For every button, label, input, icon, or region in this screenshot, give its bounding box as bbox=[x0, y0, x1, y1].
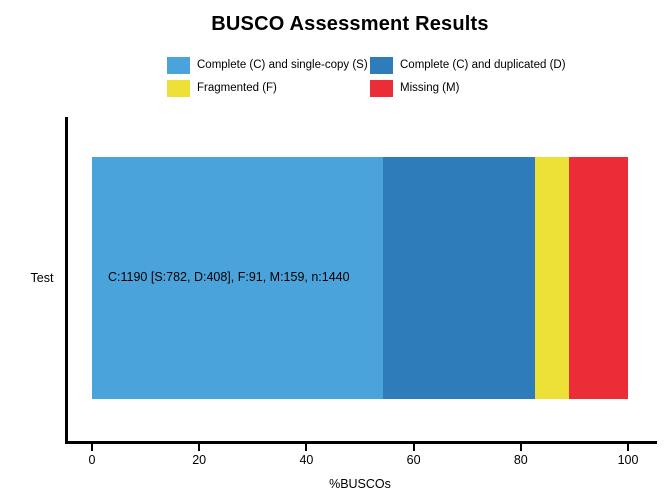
x-tick-mark-0 bbox=[91, 444, 93, 451]
legend-label: Fragmented (F) bbox=[197, 82, 277, 94]
x-tick-mark-60 bbox=[412, 444, 415, 451]
bar-segment-complete-c-and-duplicated-d bbox=[383, 157, 535, 399]
x-tick-label-60: 60 bbox=[406, 453, 421, 467]
chart-title: BUSCO Assessment Results bbox=[211, 13, 489, 35]
plot-axes-frame bbox=[65, 117, 657, 444]
x-axis-title: %BUSCOs bbox=[329, 477, 391, 491]
x-tick-mark-40 bbox=[305, 444, 308, 451]
legend-swatch-icon bbox=[370, 80, 393, 97]
legend-item-complete-c-and-duplicated-d: Complete (C) and duplicated (D) bbox=[370, 57, 566, 74]
legend-swatch-icon bbox=[167, 57, 190, 74]
bar-segment-missing-m bbox=[568, 157, 628, 399]
legend-item-fragmented-f: Fragmented (F) bbox=[167, 80, 277, 97]
bar-segment-complete-c-and-single-copy-s bbox=[92, 157, 384, 399]
legend-item-complete-c-and-single-copy-s: Complete (C) and single-copy (S) bbox=[167, 57, 368, 74]
x-tick-label-40: 40 bbox=[299, 453, 314, 467]
x-tick-mark-80 bbox=[519, 444, 522, 451]
x-tick-mark-100 bbox=[627, 444, 629, 451]
x-tick-label-100: 100 bbox=[617, 453, 639, 467]
stacked-bar bbox=[92, 157, 628, 399]
x-tick-label-80: 80 bbox=[513, 453, 528, 467]
legend-swatch-icon bbox=[167, 80, 190, 97]
bar-value-label: C:1190 [S:782, D:408], F:91, M:159, n:14… bbox=[108, 270, 350, 284]
legend-item-missing-m: Missing (M) bbox=[370, 80, 459, 97]
legend-swatch-icon bbox=[370, 57, 393, 74]
legend-label: Complete (C) and single-copy (S) bbox=[197, 59, 368, 71]
legend-label: Complete (C) and duplicated (D) bbox=[400, 59, 566, 71]
x-tick-label-0: 0 bbox=[88, 453, 96, 467]
legend-label: Missing (M) bbox=[400, 82, 460, 94]
x-tick-mark-20 bbox=[198, 444, 201, 451]
x-tick-label-20: 20 bbox=[192, 453, 207, 467]
y-axis-category-label: Test bbox=[30, 271, 54, 285]
bar-segment-fragmented-f bbox=[534, 157, 569, 399]
